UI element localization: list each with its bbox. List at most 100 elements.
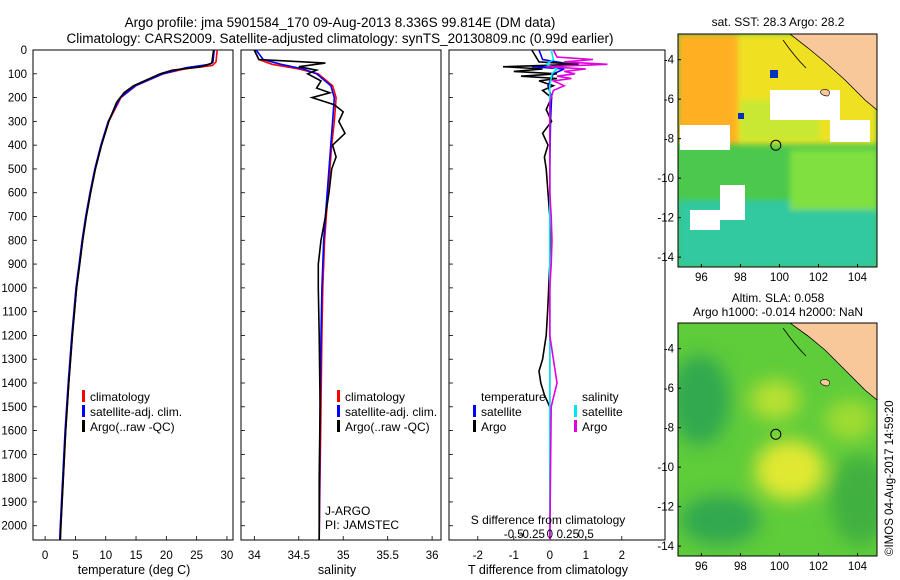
title-line-2: Climatology: CARS2009. Satellite-adjuste… bbox=[66, 31, 613, 46]
imos-credit: ©IMOS 04-Aug-2017 14:59:20 bbox=[884, 400, 896, 556]
sst-gap-4 bbox=[720, 185, 745, 220]
depth-tick-label: 1900 bbox=[1, 497, 27, 509]
map-lat-label: -14 bbox=[657, 541, 674, 553]
legend-satellite: satellite-adj. clim. bbox=[345, 405, 437, 419]
sla-high bbox=[750, 380, 800, 420]
tick-marks bbox=[33, 49, 623, 540]
legend-swatch-s-argo bbox=[574, 420, 577, 432]
map-lat-label: -6 bbox=[664, 94, 674, 106]
map-lat-label: -6 bbox=[664, 383, 674, 395]
series-line-argo-raw-qc- bbox=[253, 49, 346, 540]
x-tick-label: 0 bbox=[42, 550, 48, 562]
difference-panel-frame bbox=[448, 49, 666, 541]
sst-gap-5 bbox=[690, 210, 720, 230]
series-line-satellite-adj-clim- bbox=[255, 49, 336, 541]
map-lon-label: 98 bbox=[734, 561, 747, 573]
sst-coast-line bbox=[782, 39, 807, 69]
x-tick-label: 15 bbox=[130, 550, 143, 562]
temperature-panel-frame bbox=[32, 49, 234, 541]
sst-cold-pixel bbox=[738, 113, 744, 119]
map-lon-label: 100 bbox=[770, 272, 789, 284]
series-line-climatology bbox=[253, 49, 337, 541]
title-line-1: Argo profile: jma 5901584_170 09-Aug-201… bbox=[125, 15, 556, 30]
salinity-axis-label: salinity bbox=[318, 563, 357, 577]
depth-tick-label: 500 bbox=[8, 164, 27, 176]
depth-tick-label: 800 bbox=[8, 235, 27, 247]
sst-island bbox=[820, 89, 830, 97]
temperature-series bbox=[58, 49, 218, 541]
sst-map-title: sat. SST: 28.3 Argo: 28.2 bbox=[712, 15, 845, 29]
annotation-j-argo: J-ARGO bbox=[325, 504, 370, 518]
map-lat-label: -4 bbox=[664, 55, 675, 67]
sst-land-sumatra bbox=[789, 34, 877, 111]
sst-gap-1 bbox=[680, 125, 730, 150]
salinity-legend: climatology satellite-adj. clim. Argo(..… bbox=[325, 390, 437, 532]
series-line-salinity-argo bbox=[546, 49, 608, 541]
x-tick-label: 34.5 bbox=[288, 550, 310, 562]
sla-map-frame bbox=[677, 322, 878, 557]
legend-swatch-s-satellite bbox=[574, 405, 577, 417]
legend-swatch-t-argo bbox=[473, 420, 476, 432]
t-difference-axis-label: T difference from climatology bbox=[468, 563, 629, 577]
legend-swatch-satellite bbox=[82, 405, 85, 417]
sla-map bbox=[678, 323, 877, 556]
salinity-series bbox=[253, 49, 346, 541]
map-lon-label: 102 bbox=[809, 561, 828, 573]
sst-map-axes: 96 98 100 102 104 -4 -6 -8 -10 -12 -14 bbox=[657, 55, 867, 284]
legend-swatch-t-satellite bbox=[473, 405, 476, 417]
legend-argo: Argo(..raw -QC) bbox=[90, 420, 175, 434]
x-tick-label: 10 bbox=[99, 550, 112, 562]
map-lon-label: 104 bbox=[848, 561, 868, 573]
sla-map-title: Altim. SLA: 0.058 bbox=[732, 291, 825, 305]
x-tick-label: 20 bbox=[160, 550, 173, 562]
depth-tick-label: 1500 bbox=[1, 402, 27, 414]
depth-tick-label: 1000 bbox=[1, 283, 27, 295]
legend-climatology: climatology bbox=[90, 390, 150, 404]
x-tick-label: 35.5 bbox=[376, 550, 398, 562]
temperature-legend: climatology satellite-adj. clim. Argo(..… bbox=[82, 390, 182, 434]
map-lat-label: -12 bbox=[657, 502, 674, 514]
sla-coast-line bbox=[782, 327, 807, 357]
x-tick-label: 1 bbox=[583, 550, 589, 562]
temperature-axis-label: temperature (deg C) bbox=[78, 563, 191, 577]
sla-land-sumatra bbox=[789, 323, 877, 401]
map-lon-label: 102 bbox=[809, 272, 828, 284]
salinity-panel-frame bbox=[240, 49, 442, 541]
sla-island bbox=[820, 379, 830, 387]
map-lat-label: -12 bbox=[657, 213, 674, 225]
x-tick-label: 0 bbox=[547, 550, 553, 562]
depth-tick-label: 1800 bbox=[1, 473, 27, 485]
s-difference-axis-label: S difference from climatology bbox=[471, 513, 626, 527]
sst-map-frame bbox=[677, 33, 878, 268]
legend-s-satellite: satellite bbox=[582, 405, 623, 419]
map-lon-label: 96 bbox=[695, 561, 708, 573]
annotation-pi: PI: JAMSTEC bbox=[325, 518, 399, 532]
sla-low bbox=[830, 455, 877, 545]
x-tick-label: 2 bbox=[619, 550, 625, 562]
x-tick-label: 36 bbox=[426, 550, 439, 562]
legend-salinity-heading: salinity bbox=[582, 390, 619, 404]
sla-low bbox=[678, 355, 730, 445]
legend-temperature-heading: temperature bbox=[481, 390, 546, 404]
map-lat-label: -14 bbox=[657, 252, 674, 264]
depth-tick-label: 1100 bbox=[2, 307, 27, 319]
map-lon-label: 96 bbox=[695, 272, 708, 284]
sla-map-subtitle: Argo h1000: -0.014 h2000: NaN bbox=[693, 305, 863, 319]
series-line-temperature-argo bbox=[502, 49, 579, 540]
legend-climatology: climatology bbox=[345, 390, 405, 404]
difference-legend: temperature salinity satellite Argo sate… bbox=[473, 390, 623, 434]
s-diff-tick-label: 0.25 bbox=[557, 529, 579, 541]
depth-tick-label: 1400 bbox=[1, 378, 27, 390]
legend-swatch-climatology bbox=[337, 390, 340, 402]
depth-tick-label: 900 bbox=[8, 259, 27, 271]
legend-swatch-climatology bbox=[82, 390, 85, 402]
legend-swatch-argo bbox=[337, 420, 340, 432]
sla-field bbox=[678, 355, 877, 545]
legend-t-satellite: satellite bbox=[481, 405, 522, 419]
depth-tick-label: 0 bbox=[21, 45, 27, 57]
legend-swatch-satellite bbox=[337, 405, 340, 417]
depth-tick-label: 400 bbox=[8, 140, 27, 152]
x-tick-labels: 0 5 10 15 20 25 30 34 34.5 35 35.5 36 -2 -1 0 1 2 -0.5-0.… bbox=[42, 529, 625, 562]
x-tick-label: 30 bbox=[221, 550, 234, 562]
